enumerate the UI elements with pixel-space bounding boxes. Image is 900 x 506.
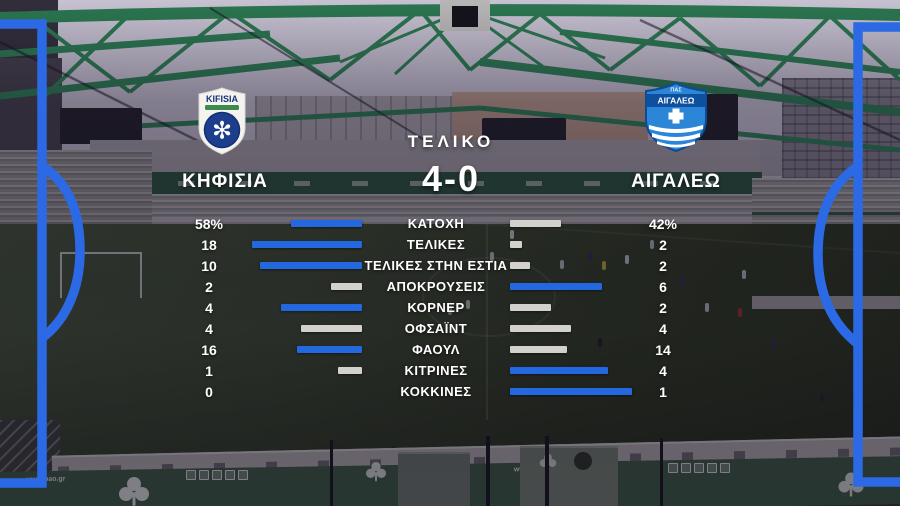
home-stat-bar (301, 325, 362, 332)
match-status-label: ΤΕΛΙΚΟ (407, 132, 495, 151)
stat-row: 1 ΚΙΤΡΙΝΕΣ 4 (178, 360, 694, 381)
home-stat-value: 0 (205, 383, 213, 400)
away-stat-bar-cell (510, 367, 632, 374)
stat-label: ΦΑΟΥΛ (412, 342, 460, 357)
away-stat-value: 2 (659, 236, 667, 253)
home-badge-leaf-icon: ✻ (212, 117, 232, 145)
away-stat-bar (510, 262, 530, 269)
home-badge-name: KIFISIA (206, 94, 239, 104)
away-stat-bar (510, 283, 602, 290)
home-stat-value: 18 (201, 236, 217, 253)
home-stat-bar (338, 367, 362, 374)
away-stat-bar (510, 388, 632, 395)
home-stat-bar (281, 304, 362, 311)
home-stat-bar-cell (240, 346, 362, 353)
stat-label: ΚΑΤΟΧΗ (407, 216, 465, 231)
home-stat-bar (331, 283, 362, 290)
away-stat-bar-cell (510, 325, 632, 332)
home-stat-bar-cell (240, 262, 362, 269)
away-team-logo: ΠΑΣ ΑΙΓΑΛΕΩ (645, 82, 707, 152)
home-stat-value: 4 (205, 320, 213, 337)
stat-row: 16 ΦΑΟΥΛ 14 (178, 339, 694, 360)
away-stat-bar (510, 241, 522, 248)
stat-label: ΚΙΤΡΙΝΕΣ (404, 363, 468, 378)
away-badge-waves (649, 125, 703, 148)
away-stat-value: 2 (659, 299, 667, 316)
away-stat-value: 6 (659, 278, 667, 295)
home-stat-bar (252, 241, 362, 248)
home-stat-bar-cell (240, 241, 362, 248)
stat-label: ΤΕΛΙΚΕΣ (406, 237, 466, 252)
home-stat-bar (291, 220, 362, 227)
away-stat-bar-cell (510, 388, 632, 395)
away-badge-name: ΑΙΓΑΛΕΩ (658, 96, 695, 106)
home-team-name: ΚΗΦΙΣΙΑ (182, 171, 268, 192)
away-stat-value: 1 (659, 383, 667, 400)
home-badge-circle (203, 111, 241, 149)
home-badge-ribbon (205, 105, 239, 110)
home-stat-bar-cell (240, 220, 362, 227)
home-stat-bar-cell (240, 367, 362, 374)
match-stats-panel: 58% ΚΑΤΟΧΗ 42% 18 ΤΕΛΙΚΕΣ 2 10 ΤΕΛΙΚΕΣ ΣΤΗΝ ΕΣΤ… (178, 213, 694, 402)
home-stat-value: 1 (205, 362, 213, 379)
away-team-name: ΑΙΓΑΛΕΩ (631, 171, 721, 192)
home-stat-bar-cell (240, 304, 362, 311)
stat-label: ΟΦΣΑΪΝΤ (404, 321, 468, 336)
stat-label: ΑΠΟΚΡΟΥΣΕΙΣ (386, 279, 486, 294)
stat-label: ΚΟΡΝΕΡ (407, 300, 465, 315)
away-stat-bar (510, 304, 551, 311)
match-score: 4-0 (421, 158, 481, 199)
stat-label: ΚΟΚΚΙΝΕΣ (400, 384, 472, 399)
home-stat-bar-cell (240, 388, 362, 395)
home-team-logo: KIFISIA ✻ (198, 87, 246, 155)
stat-row: 4 ΚΟΡΝΕΡ 2 (178, 297, 694, 318)
away-stat-bar (510, 220, 561, 227)
away-stat-bar-cell (510, 346, 632, 353)
home-stat-bar (260, 262, 362, 269)
away-stat-bar (510, 346, 567, 353)
away-stat-bar-cell (510, 283, 632, 290)
away-badge-cross (668, 108, 684, 124)
stat-row: 2 ΑΠΟΚΡΟΥΣΕΙΣ 6 (178, 276, 694, 297)
home-stat-value: 16 (201, 341, 217, 358)
stat-row: 18 ΤΕΛΙΚΕΣ 2 (178, 234, 694, 255)
away-stat-bar (510, 367, 608, 374)
home-stat-value: 58% (194, 215, 224, 232)
away-stat-bar-cell (510, 262, 632, 269)
away-stat-bar-cell (510, 241, 632, 248)
stat-row: 0 ΚΟΚΚΙΝΕΣ 1 (178, 381, 694, 402)
away-stat-value: 4 (659, 362, 667, 379)
stat-row: 4 ΟΦΣΑΪΝΤ 4 (178, 318, 694, 339)
home-stat-value: 10 (201, 257, 217, 274)
home-stat-bar-cell (240, 325, 362, 332)
away-badge-top-text: ΠΑΣ (670, 88, 682, 94)
away-stat-value: 42% (648, 215, 678, 232)
home-stat-bar-cell (240, 283, 362, 290)
stat-label: ΤΕΛΙΚΕΣ ΣΤΗΝ ΕΣΤΙΑ (364, 258, 508, 273)
home-stat-value: 4 (205, 299, 213, 316)
away-stat-bar-cell (510, 220, 632, 227)
away-stat-bar (510, 325, 571, 332)
away-stat-value: 4 (659, 320, 667, 337)
stat-row: 10 ΤΕΛΙΚΕΣ ΣΤΗΝ ΕΣΤΙΑ 2 (178, 255, 694, 276)
away-badge-band (646, 94, 706, 107)
home-stat-value: 2 (205, 278, 213, 295)
away-stat-bar-cell (510, 304, 632, 311)
away-stat-value: 14 (655, 341, 671, 358)
away-stat-value: 2 (659, 257, 667, 274)
stat-row: 58% ΚΑΤΟΧΗ 42% (178, 213, 694, 234)
home-stat-bar (297, 346, 362, 353)
